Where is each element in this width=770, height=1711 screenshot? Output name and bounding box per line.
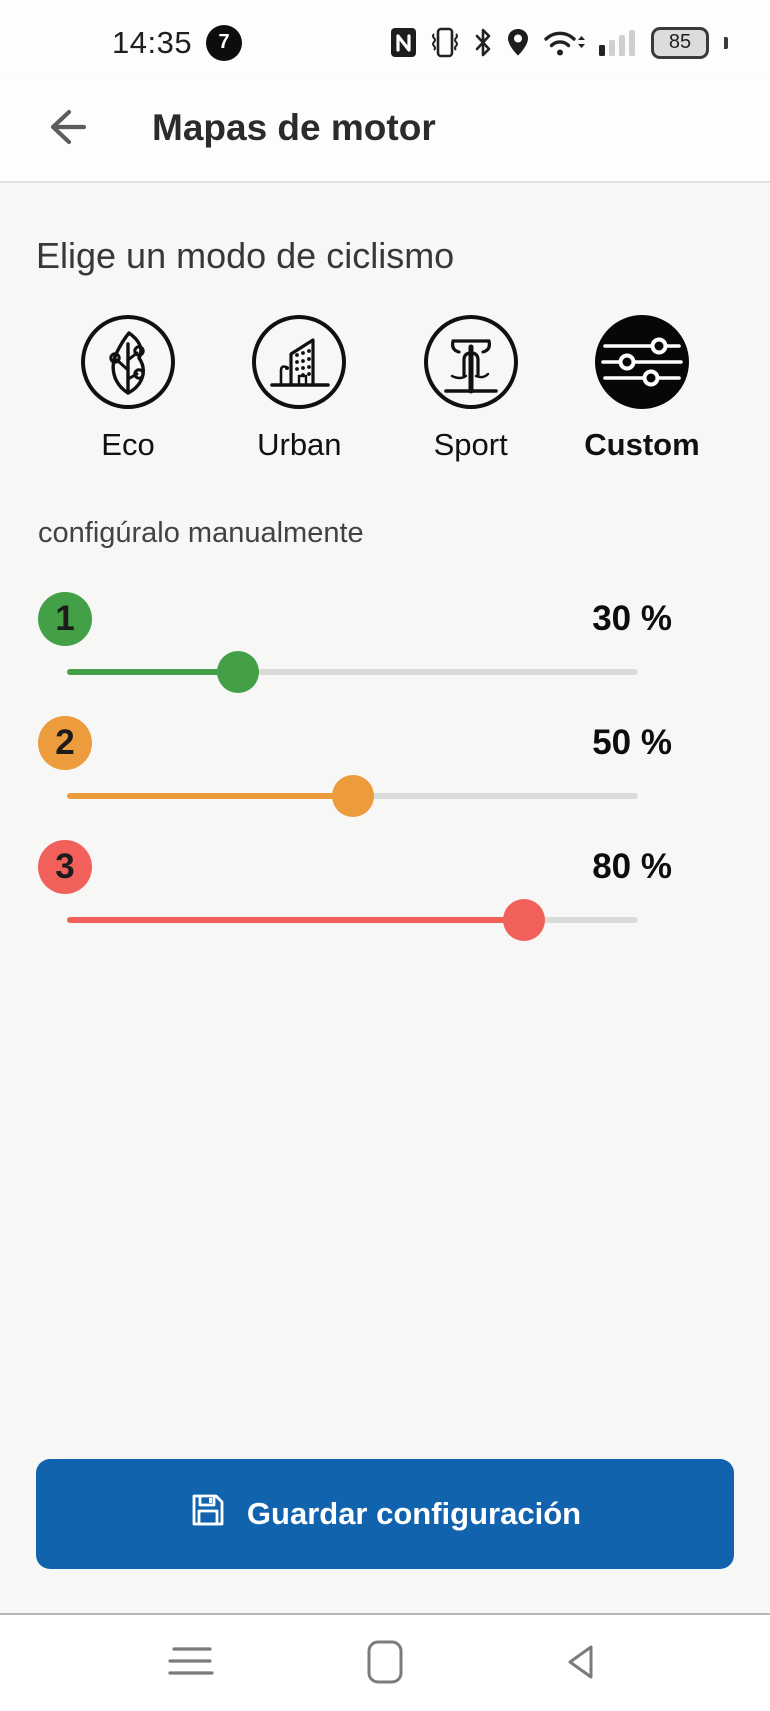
status-bar: 14:35 7 85 (0, 0, 770, 75)
assist-level-2-row: 2 50 % (36, 716, 734, 818)
nav-home-button[interactable] (355, 1633, 415, 1693)
slider-thumb[interactable] (217, 651, 260, 693)
nfc-icon (390, 27, 417, 58)
mode-custom[interactable]: Custom (578, 313, 706, 463)
building-icon (250, 313, 348, 411)
slider-1-head: 1 30 % (36, 592, 734, 646)
mode-eco[interactable]: Eco (64, 313, 192, 463)
arrow-left-icon (42, 103, 90, 154)
nav-back-button[interactable] (550, 1633, 610, 1693)
status-right: 85 (390, 26, 728, 59)
back-button[interactable] (40, 102, 92, 154)
mode-label-custom: Custom (584, 427, 700, 462)
app-header: Mapas de motor (0, 75, 770, 183)
level-1-badge: 1 (38, 592, 92, 646)
slider-track[interactable] (67, 651, 638, 693)
slider-track[interactable] (67, 899, 638, 941)
bluetooth-icon (473, 27, 493, 58)
leaf-icon (79, 313, 177, 411)
menu-icon (166, 1644, 214, 1683)
level-3-value: 80 % (592, 847, 672, 886)
level-3-badge: 3 (38, 840, 92, 894)
location-icon (506, 27, 530, 58)
slider-fill (67, 917, 524, 923)
level-2-value: 50 % (592, 723, 672, 762)
battery-icon: 85 (651, 26, 709, 59)
system-nav-bar (0, 1613, 770, 1711)
vibrate-icon (430, 27, 460, 58)
wifi-icon (543, 27, 585, 58)
assist-level-3-row: 3 80 % (36, 840, 734, 942)
slider-thumb[interactable] (502, 899, 545, 941)
slider-fill (67, 793, 353, 799)
assist-level-1-row: 1 30 % (36, 592, 734, 694)
battery-level: 85 (668, 31, 692, 53)
mode-section-heading: Elige un modo de ciclismo (36, 235, 455, 276)
slider-3-head: 3 80 % (36, 840, 734, 894)
back-icon (561, 1641, 599, 1686)
signal-icon (598, 27, 638, 58)
home-icon (365, 1638, 405, 1689)
mode-urban[interactable]: Urban (235, 313, 363, 463)
slider-fill (67, 669, 239, 675)
save-configuration-button[interactable]: Guardar configuración (36, 1459, 734, 1569)
level-2-slider[interactable] (67, 774, 638, 818)
main-content: Elige un modo de ciclismo Eco (0, 183, 770, 1613)
mode-label-urban: Urban (257, 427, 342, 462)
save-icon (189, 1491, 227, 1537)
slider-2-head: 2 50 % (36, 716, 734, 770)
mode-label-eco: Eco (101, 427, 155, 462)
level-2-badge: 2 (38, 716, 92, 770)
save-button-label: Guardar configuración (246, 1496, 582, 1531)
manual-section-heading: configúralo manualmente (38, 517, 364, 549)
nav-menu-button[interactable] (160, 1633, 220, 1693)
clock: 14:35 (112, 24, 193, 60)
bike-icon (422, 313, 520, 411)
sliders-icon (593, 313, 691, 411)
slider-thumb[interactable] (331, 775, 374, 817)
mode-selector: Eco (64, 313, 706, 463)
mode-sport[interactable]: Sport (407, 313, 535, 463)
slider-track[interactable] (67, 775, 638, 817)
level-1-value: 30 % (592, 599, 672, 638)
battery-nub (724, 36, 728, 49)
status-left: 14:35 7 (112, 24, 243, 61)
mode-label-sport: Sport (433, 427, 508, 462)
page-title: Mapas de motor (152, 107, 436, 148)
level-1-slider[interactable] (67, 650, 638, 694)
level-3-slider[interactable] (67, 898, 638, 942)
notification-count-badge: 7 (206, 24, 243, 61)
